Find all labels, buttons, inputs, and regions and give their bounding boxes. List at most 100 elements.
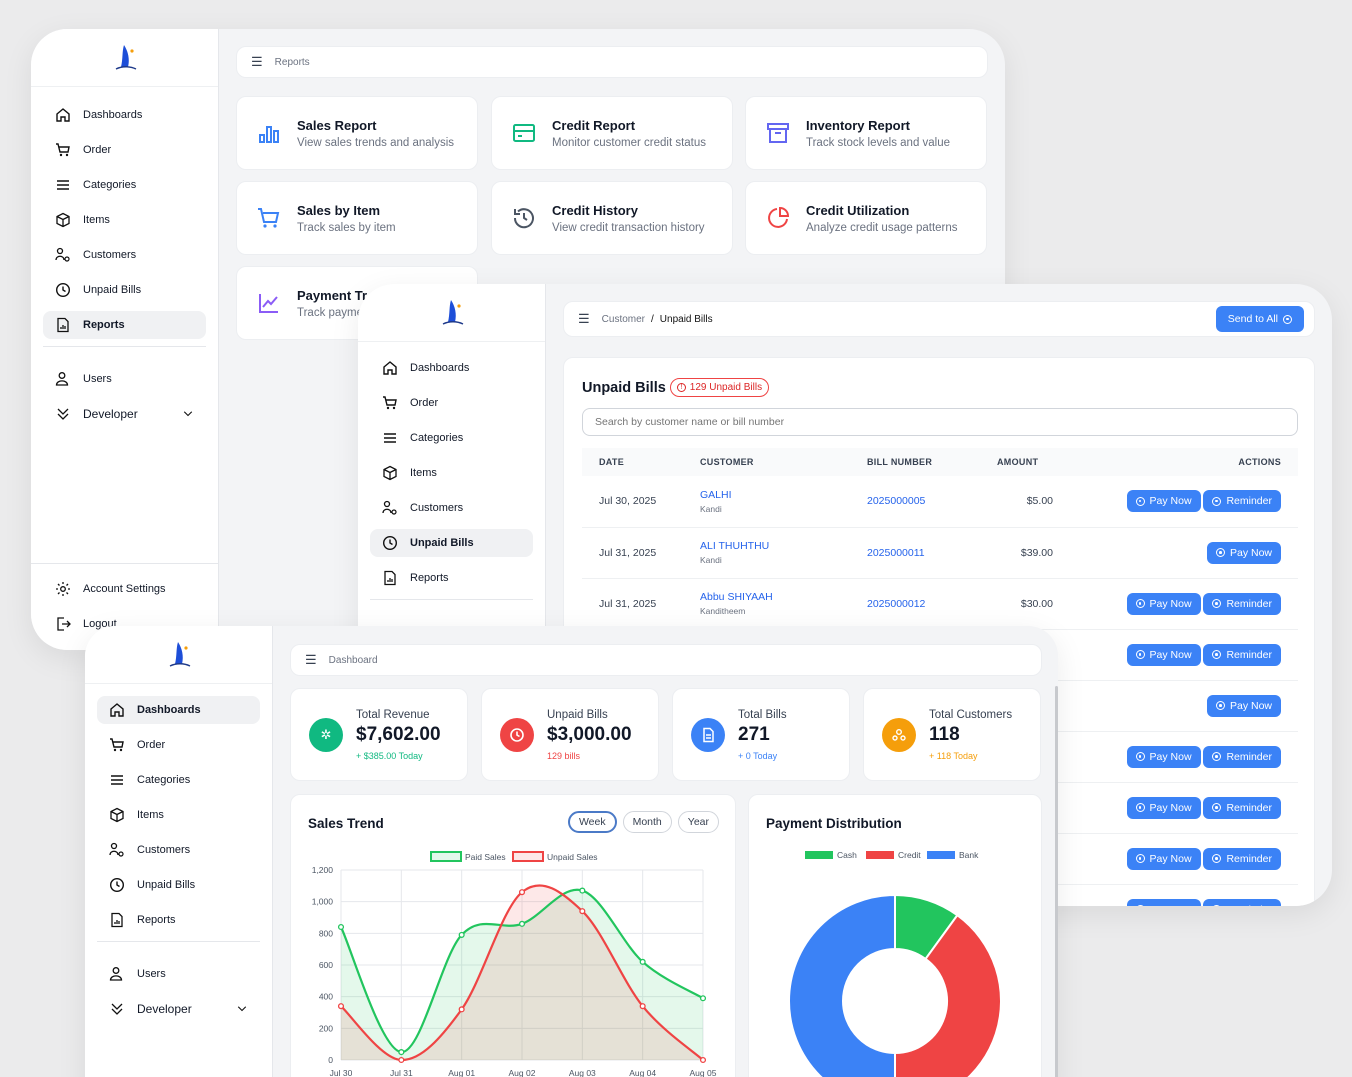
sidebar: Dashboards Order Categories Items Custom… xyxy=(31,29,219,650)
sidebar-item-items[interactable]: Items xyxy=(370,459,533,487)
cart-icon xyxy=(56,143,70,157)
sidebar-item-dashboards[interactable]: Dashboards xyxy=(43,101,206,129)
sidebar-item-developer[interactable]: Developer xyxy=(43,400,206,428)
bill-number-link[interactable]: 2025000011 xyxy=(867,546,925,559)
sidebar-item-customers[interactable]: Customers xyxy=(97,836,260,864)
sidebar-item-dashboards[interactable]: Dashboards xyxy=(97,696,260,724)
report-card-sales-report[interactable]: Sales Report View sales trends and analys… xyxy=(236,96,478,170)
sidebar-item-unpaid-bills[interactable]: Unpaid Bills xyxy=(43,276,206,304)
column-header-amount: AMOUNT xyxy=(997,448,1077,476)
clock-icon xyxy=(500,717,534,752)
report-title: Inventory Report xyxy=(806,117,911,133)
sidebar-item-customers[interactable]: Customers xyxy=(43,241,206,269)
reminder-button[interactable]: Reminder xyxy=(1203,592,1281,615)
sidebar-item-dashboards[interactable]: Dashboards xyxy=(370,354,533,382)
pay-now-button[interactable]: Pay Now xyxy=(1126,490,1201,513)
sidebar-item-unpaid-bills[interactable]: Unpaid Bills xyxy=(370,529,533,557)
stat-value: $7,602.00 xyxy=(356,723,441,745)
reminder-button[interactable]: Reminder xyxy=(1203,796,1281,819)
reminder-button[interactable]: Reminder xyxy=(1203,643,1281,666)
report-card-sales-by-item[interactable]: Sales by Item Track sales by item xyxy=(236,181,478,255)
pay-now-button[interactable]: Pay Now xyxy=(1206,541,1281,564)
customer-name-link[interactable]: ALI THUHTHU xyxy=(700,540,770,552)
y-tick-label: 800 xyxy=(319,928,333,938)
pay-now-button[interactable]: Pay Now xyxy=(1126,643,1201,666)
customer-name-link[interactable]: GALHI xyxy=(700,488,732,501)
menu-icon[interactable]: ☰ xyxy=(251,54,263,69)
report-title: Credit Utilization xyxy=(806,202,910,218)
reminder-button[interactable]: Reminder xyxy=(1203,490,1281,513)
pay-now-label: Pay Now xyxy=(1229,546,1272,559)
period-month-button[interactable]: Month xyxy=(622,811,672,833)
send-to-all-button[interactable]: Send to All xyxy=(1215,306,1304,332)
legend-swatch xyxy=(430,851,462,862)
search-input[interactable] xyxy=(582,408,1298,436)
dashboard-window: Dashboards Order Categories Items Custom… xyxy=(85,626,1058,1077)
account-settings-link[interactable]: Account Settings xyxy=(43,575,206,603)
sidebar-item-categories[interactable]: Categories xyxy=(97,766,260,794)
reminder-button[interactable]: Reminder xyxy=(1203,745,1281,768)
pay-now-button[interactable]: Pay Now xyxy=(1126,847,1201,870)
divider xyxy=(31,563,218,564)
pay-now-button[interactable]: Pay Now xyxy=(1126,745,1201,768)
sidebar-item-unpaid-bills[interactable]: Unpaid Bills xyxy=(97,871,260,899)
logout-icon xyxy=(57,617,71,631)
pay-now-button[interactable]: Pay Now xyxy=(1126,592,1201,615)
customers-icon xyxy=(382,500,397,515)
stat-sub: + 118 Today xyxy=(929,750,978,761)
menu-icon[interactable]: ☰ xyxy=(578,311,590,326)
pay-now-button[interactable]: Pay Now xyxy=(1206,694,1281,717)
report-card-credit-report[interactable]: Credit Report Monitor customer credit sta… xyxy=(491,96,733,170)
sidebar-item-label: Customers xyxy=(83,249,137,261)
pay-icon xyxy=(1135,803,1145,812)
sidebar-item-users[interactable]: Users xyxy=(43,365,206,393)
y-tick-label: 1,200 xyxy=(312,865,334,875)
reminder-button[interactable]: Reminder xyxy=(1203,898,1281,906)
reminder-button[interactable]: Reminder xyxy=(1203,847,1281,870)
sales-trend-card: Sales Trend Week Month Year 0 200 400 600 80… xyxy=(290,794,736,1077)
sidebar-item-developer[interactable]: Developer xyxy=(97,995,260,1023)
users-icon xyxy=(109,967,123,981)
column-header-bill-number: BILL NUMBER xyxy=(867,448,997,476)
reminder-label: Reminder xyxy=(1226,495,1272,508)
report-icon xyxy=(57,317,69,333)
top-bar: ☰ Dashboard xyxy=(290,644,1042,676)
period-year-button[interactable]: Year xyxy=(677,811,719,833)
y-tick-label: 0 xyxy=(328,1055,333,1065)
customer-name-link[interactable]: Abbu SHIYAAH xyxy=(700,591,773,603)
menu-icon[interactable]: ☰ xyxy=(305,652,317,667)
sidebar-item-categories[interactable]: Categories xyxy=(370,424,533,452)
bill-number-link[interactable]: 2025000005 xyxy=(867,495,926,508)
sidebar-item-order[interactable]: Order xyxy=(43,136,206,164)
pay-now-button[interactable]: Pay Now xyxy=(1126,796,1201,819)
scrollbar[interactable] xyxy=(1055,686,1058,1077)
sidebar-item-reports[interactable]: Reports xyxy=(97,906,260,934)
data-point xyxy=(398,1056,405,1064)
sidebar-item-reports[interactable]: Reports xyxy=(370,564,533,592)
report-card-credit-history[interactable]: Credit History View credit transaction hi… xyxy=(491,181,733,255)
sidebar-item-items[interactable]: Items xyxy=(43,206,206,234)
sidebar-item-reports[interactable]: Reports xyxy=(43,311,206,339)
breadcrumb-current: Unpaid Bills xyxy=(659,313,713,325)
legend-label: Unpaid Sales xyxy=(547,852,598,862)
pay-now-button[interactable]: Pay Now xyxy=(1126,898,1201,906)
double-chevron-icon xyxy=(57,408,69,420)
report-card-inventory-report[interactable]: Inventory Report Track stock levels and v… xyxy=(745,96,987,170)
sidebar-item-items[interactable]: Items xyxy=(97,801,260,829)
bill-number-link[interactable]: 2025000012 xyxy=(867,597,926,610)
report-subtitle: Monitor customer credit status xyxy=(552,136,707,149)
period-week-button[interactable]: Week xyxy=(567,811,617,833)
data-point xyxy=(579,908,586,915)
double-chevron-icon xyxy=(111,1003,123,1015)
legend-swatch xyxy=(805,851,833,859)
report-card-credit-utilization[interactable]: Credit Utilization Analyze credit usage p… xyxy=(745,181,987,255)
sidebar-item-users[interactable]: Users xyxy=(97,960,260,988)
sidebar-item-customers[interactable]: Customers xyxy=(370,494,533,522)
sidebar-item-label: Dashboards xyxy=(137,704,201,716)
badge-text: 129 Unpaid Bills xyxy=(689,382,763,393)
sidebar-item-order[interactable]: Order xyxy=(370,389,533,417)
unpaid-count-badge: ! 129 Unpaid Bills xyxy=(669,378,770,397)
sidebar-item-order[interactable]: Order xyxy=(97,731,260,759)
breadcrumb-parent[interactable]: Customer xyxy=(601,313,646,325)
sidebar-item-categories[interactable]: Categories xyxy=(43,171,206,199)
